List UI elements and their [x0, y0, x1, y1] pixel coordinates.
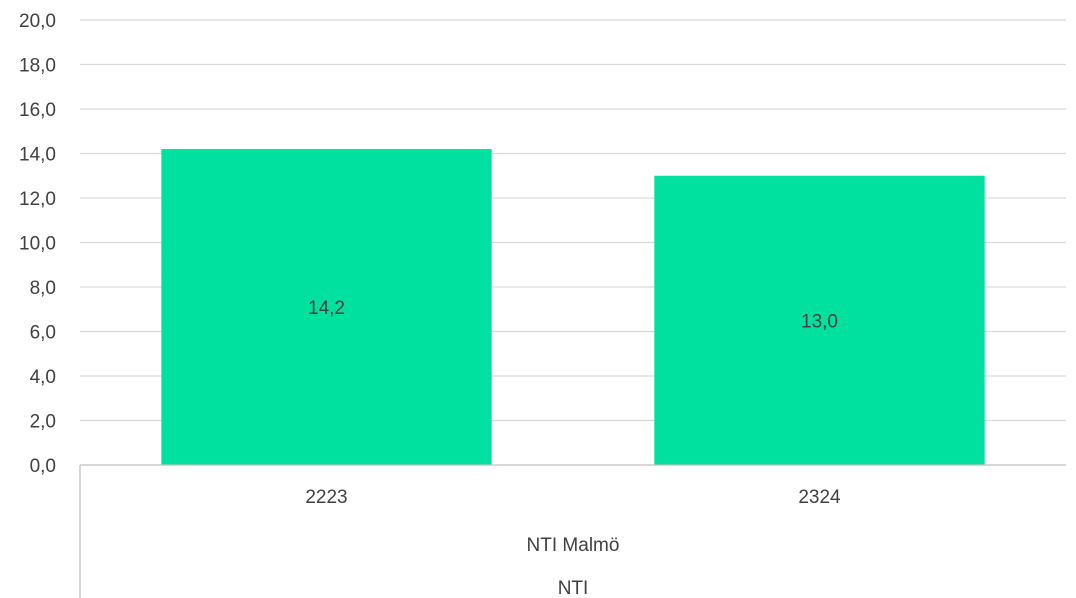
x-group-label: NTI	[558, 578, 589, 598]
bars	[161, 149, 984, 465]
x-category-label: 2223	[305, 487, 347, 508]
data-label: 14,2	[308, 298, 345, 319]
y-tick-label: 16,0	[19, 100, 56, 121]
y-tick-label: 2,0	[30, 412, 56, 433]
y-tick-label: 8,0	[30, 278, 56, 299]
y-tick-label: 18,0	[19, 56, 56, 77]
x-category-label: 2324	[798, 487, 841, 508]
y-tick-label: 0,0	[30, 456, 56, 477]
y-tick-label: 20,0	[19, 11, 56, 32]
y-tick-label: 4,0	[30, 367, 56, 388]
y-tick-label: 6,0	[30, 323, 56, 344]
data-label: 13,0	[801, 311, 838, 332]
y-tick-label: 12,0	[19, 189, 56, 210]
y-tick-label: 14,0	[19, 145, 56, 166]
x-group-label: NTI Malmö	[527, 535, 620, 556]
y-tick-label: 10,0	[19, 234, 56, 255]
